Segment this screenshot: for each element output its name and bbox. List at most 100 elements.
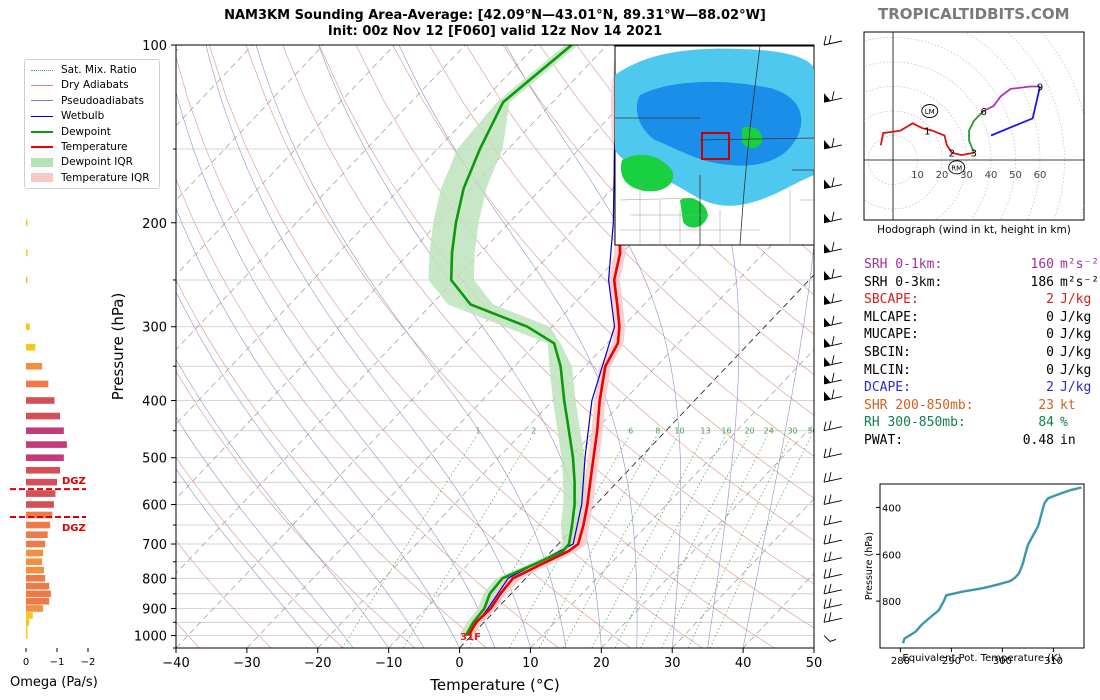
- state-borders: [615, 46, 814, 245]
- hodograph-ring-label: 60: [1034, 170, 1047, 181]
- storm-motion-label: RM: [951, 164, 962, 172]
- parameter-row: RH 300-850mb: 84%: [864, 414, 1099, 432]
- legend-item: Sat. Mix. Ratio: [31, 63, 137, 77]
- wind-barb: [823, 472, 843, 483]
- omega-bar: [26, 454, 64, 462]
- omega-bar: [26, 574, 46, 582]
- parameter-label: SRH 0-1km:: [864, 257, 943, 272]
- wind-barb-feather: [828, 583, 832, 593]
- omega-bar: [26, 362, 43, 370]
- legend-item: Temperature IQR: [31, 171, 150, 185]
- omega-bar: [26, 219, 28, 227]
- legend-item: Pseudoadiabats: [31, 94, 144, 108]
- dry-adiabat: [208, 45, 703, 648]
- wind-barb: [823, 494, 843, 505]
- wind-barb-feather: [823, 421, 827, 431]
- hodograph-ring-label: 20: [936, 170, 949, 181]
- omega-bar: [26, 249, 28, 257]
- wind-barb: [823, 551, 843, 563]
- legend-swatch: [31, 115, 53, 117]
- inset-content: [615, 46, 814, 245]
- theta-e-line: [901, 486, 1082, 644]
- wind-barb: [823, 533, 843, 545]
- parameter-unit: m²s⁻²: [1060, 274, 1100, 290]
- legend-item: Dewpoint: [31, 125, 111, 139]
- parameter-row: MUCAPE: 0 J/kg: [864, 326, 1099, 344]
- x-tick-label: 10: [522, 656, 539, 671]
- wind-barb-feather: [831, 293, 835, 303]
- y-tick-label: 400: [142, 395, 167, 410]
- y-tick-label: 500: [142, 452, 167, 467]
- omega-bar: [26, 531, 48, 538]
- wind-barb-flag: [824, 295, 831, 305]
- wind-barb: [823, 355, 843, 367]
- pseudoadiabat: [647, 45, 740, 648]
- hodograph-frame: [863, 31, 1085, 221]
- wind-barb: [823, 447, 843, 459]
- wind-barb-feather: [831, 91, 835, 101]
- hodograph-ring-label: 40: [985, 170, 998, 181]
- chart-title: NAM3KM Sounding Area-Average: [42.09°N—4…: [176, 8, 814, 40]
- mixing-ratio-label: 8: [655, 427, 660, 436]
- omega-bar: [26, 490, 56, 497]
- surface-temperature-label: 31F: [460, 632, 481, 643]
- radar-inset-map: [614, 45, 815, 246]
- mixing-ratio-line: [468, 436, 593, 648]
- omega-bar: [26, 549, 44, 557]
- y-tick-label: 1000: [134, 629, 167, 644]
- parameter-unit: J/kg: [1060, 362, 1092, 378]
- dry-adiabat: [576, 45, 814, 296]
- omega-bar: [26, 466, 61, 474]
- storm-motion-label: LM: [925, 108, 935, 116]
- omega-bar: [26, 521, 51, 529]
- omega-bar: [26, 582, 50, 590]
- parameter-row: SBCIN: 0 J/kg: [864, 344, 1099, 362]
- omega-bar: [26, 441, 67, 448]
- pseudoadiabat: [255, 45, 567, 648]
- parameter-unit: in: [1060, 432, 1076, 448]
- storm-motion-marker: [921, 104, 939, 118]
- area-average-box: [701, 132, 730, 160]
- wind-barb-feather: [823, 534, 827, 545]
- legend-swatch: [31, 157, 53, 167]
- hodograph-segment: [968, 110, 985, 154]
- omega-bar: [26, 625, 28, 633]
- x-tick-label: 30: [664, 656, 681, 671]
- wind-barb-flag: [824, 93, 831, 103]
- dry-adiabat: [176, 279, 487, 648]
- wind-barb-feather: [831, 315, 835, 325]
- dry-adiabat: [176, 178, 559, 648]
- wind-barb-feather: [831, 336, 835, 346]
- x-tick-label: 0: [455, 656, 463, 671]
- isotherm: [176, 45, 395, 276]
- wind-barb-flag: [824, 317, 831, 327]
- legend-swatch: [31, 130, 53, 133]
- hodograph-ring-label: 30: [960, 170, 973, 181]
- omega-bar: [26, 397, 55, 404]
- wind-barb-feather: [831, 389, 835, 399]
- theta-e-y-tick-label: 800: [882, 597, 901, 608]
- parameter-value: 2: [1046, 380, 1054, 396]
- wind-barb-flag: [824, 179, 831, 189]
- omega-bar: [26, 597, 50, 605]
- theta-e-y-tick-label: 600: [882, 550, 901, 561]
- wind-barb-shaft: [823, 477, 843, 483]
- hodograph-height-label: 2: [949, 149, 955, 160]
- x-tick-label: 50: [806, 656, 823, 671]
- pseudoadiabat: [176, 207, 460, 648]
- parameter-row: PWAT: 0.48 in: [864, 432, 1099, 450]
- x-tick-label: −20: [304, 656, 331, 671]
- omega-bar: [26, 343, 36, 351]
- omega-bar: [26, 380, 49, 388]
- parameter-value: 160: [1030, 257, 1054, 272]
- skewt-axes: −40 −30 −20 −10 0 10 20 30 40 50 100 200 300 400 500 60…: [109, 39, 822, 694]
- wind-barb-feather: [828, 514, 832, 525]
- radar-echo-green: [680, 198, 708, 228]
- theta-e-x-tick-label: 280: [891, 656, 910, 667]
- legend-swatch: [31, 146, 53, 148]
- omega-x-tick-label: −1: [50, 657, 65, 668]
- y-axis-label: Pressure (hPa): [109, 293, 127, 401]
- wind-barb-shaft: [823, 635, 837, 643]
- hodograph-height-label: 9: [1037, 83, 1043, 94]
- wind-barb-flag: [824, 338, 831, 348]
